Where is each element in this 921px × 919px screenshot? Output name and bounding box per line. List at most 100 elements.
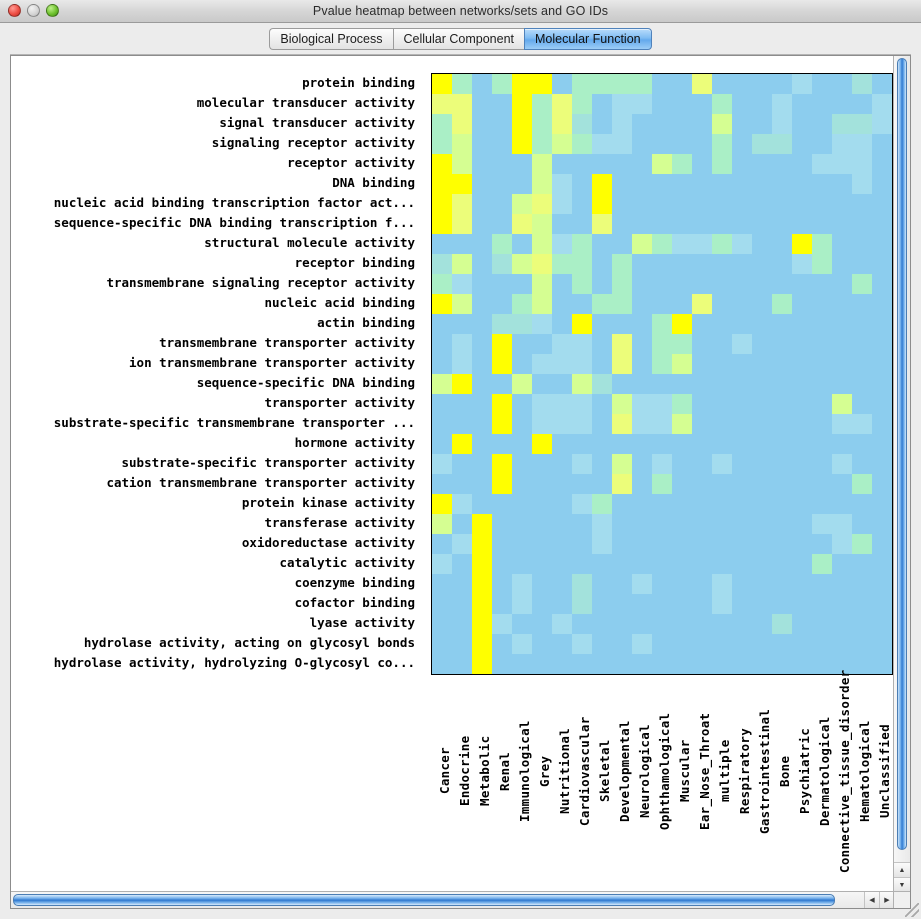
heatmap-cell[interactable] — [812, 414, 832, 434]
heatmap-cell[interactable] — [672, 114, 692, 134]
heatmap-cell[interactable] — [452, 494, 472, 514]
heatmap-cell[interactable] — [872, 594, 892, 614]
heatmap-cell[interactable] — [512, 134, 532, 154]
heatmap-cell[interactable] — [652, 614, 672, 634]
heatmap-cell[interactable] — [812, 514, 832, 534]
heatmap-cell[interactable] — [712, 154, 732, 174]
heatmap-cell[interactable] — [852, 574, 872, 594]
heatmap-cell[interactable] — [532, 234, 552, 254]
heatmap-cell[interactable] — [732, 634, 752, 654]
heatmap-cell[interactable] — [852, 434, 872, 454]
heatmap-cell[interactable] — [512, 214, 532, 234]
heatmap-cell[interactable] — [512, 174, 532, 194]
heatmap-cell[interactable] — [552, 554, 572, 574]
heatmap-cell[interactable] — [432, 374, 452, 394]
heatmap-cell[interactable] — [472, 354, 492, 374]
heatmap-cell[interactable] — [472, 214, 492, 234]
heatmap-cell[interactable] — [852, 214, 872, 234]
heatmap-cell[interactable] — [672, 154, 692, 174]
heatmap-cell[interactable] — [672, 254, 692, 274]
heatmap-cell[interactable] — [572, 374, 592, 394]
heatmap-cell[interactable] — [592, 174, 612, 194]
heatmap-cell[interactable] — [812, 394, 832, 414]
heatmap-cell[interactable] — [692, 654, 712, 674]
heatmap-cell[interactable] — [852, 354, 872, 374]
heatmap-cell[interactable] — [712, 614, 732, 634]
heatmap-cell[interactable] — [712, 554, 732, 574]
heatmap-cell[interactable] — [712, 654, 732, 674]
heatmap-cell[interactable] — [832, 274, 852, 294]
heatmap-cell[interactable] — [432, 194, 452, 214]
heatmap-cell[interactable] — [492, 654, 512, 674]
heatmap-cell[interactable] — [832, 574, 852, 594]
heatmap-cell[interactable] — [612, 334, 632, 354]
heatmap-cell[interactable] — [812, 234, 832, 254]
heatmap-cell[interactable] — [832, 314, 852, 334]
heatmap-cell[interactable] — [572, 254, 592, 274]
heatmap-cell[interactable] — [672, 454, 692, 474]
heatmap-cell[interactable] — [472, 334, 492, 354]
heatmap-cell[interactable] — [452, 254, 472, 274]
heatmap-cell[interactable] — [852, 74, 872, 94]
heatmap-cell[interactable] — [712, 514, 732, 534]
heatmap-cell[interactable] — [452, 154, 472, 174]
heatmap-cell[interactable] — [752, 534, 772, 554]
heatmap-cell[interactable] — [792, 434, 812, 454]
heatmap-cell[interactable] — [712, 574, 732, 594]
heatmap-cell[interactable] — [672, 194, 692, 214]
heatmap-cell[interactable] — [672, 614, 692, 634]
heatmap-cell[interactable] — [472, 454, 492, 474]
heatmap-cell[interactable] — [492, 134, 512, 154]
heatmap-cell[interactable] — [712, 134, 732, 154]
heatmap-cell[interactable] — [512, 394, 532, 414]
heatmap-cell[interactable] — [572, 474, 592, 494]
heatmap-cell[interactable] — [852, 494, 872, 514]
heatmap-cell[interactable] — [452, 554, 472, 574]
heatmap-cell[interactable] — [612, 354, 632, 374]
heatmap-cell[interactable] — [612, 294, 632, 314]
heatmap-cell[interactable] — [552, 454, 572, 474]
heatmap-cell[interactable] — [652, 274, 672, 294]
heatmap-cell[interactable] — [632, 634, 652, 654]
heatmap-cell[interactable] — [632, 314, 652, 334]
heatmap-cell[interactable] — [652, 334, 672, 354]
heatmap-cell[interactable] — [652, 414, 672, 434]
heatmap-cell[interactable] — [472, 294, 492, 314]
heatmap-cell[interactable] — [792, 394, 812, 414]
heatmap-cell[interactable] — [552, 414, 572, 434]
heatmap-cell[interactable] — [552, 214, 572, 234]
heatmap-cell[interactable] — [672, 214, 692, 234]
heatmap-cell[interactable] — [612, 134, 632, 154]
vertical-scrollbar[interactable]: ▲ ▼ — [893, 56, 910, 892]
heatmap-cell[interactable] — [752, 614, 772, 634]
heatmap-cell[interactable] — [632, 394, 652, 414]
heatmap-cell[interactable] — [852, 94, 872, 114]
heatmap-cell[interactable] — [712, 534, 732, 554]
heatmap-cell[interactable] — [472, 634, 492, 654]
heatmap-cell[interactable] — [532, 554, 552, 574]
heatmap-cell[interactable] — [652, 194, 672, 214]
heatmap-cell[interactable] — [692, 614, 712, 634]
heatmap-cell[interactable] — [732, 94, 752, 114]
heatmap-cell[interactable] — [852, 234, 872, 254]
heatmap-cell[interactable] — [832, 594, 852, 614]
heatmap-cell[interactable] — [772, 154, 792, 174]
heatmap-cell[interactable] — [452, 594, 472, 614]
heatmap-cell[interactable] — [452, 114, 472, 134]
heatmap-cell[interactable] — [672, 234, 692, 254]
heatmap-cell[interactable] — [792, 454, 812, 474]
heatmap-cell[interactable] — [432, 74, 452, 94]
heatmap-cell[interactable] — [852, 194, 872, 214]
heatmap-cell[interactable] — [432, 454, 452, 474]
heatmap-cell[interactable] — [632, 574, 652, 594]
heatmap-cell[interactable] — [652, 234, 672, 254]
heatmap-cell[interactable] — [492, 154, 512, 174]
heatmap-cell[interactable] — [512, 494, 532, 514]
heatmap-cell[interactable] — [452, 534, 472, 554]
heatmap-cell[interactable] — [812, 94, 832, 114]
heatmap-cell[interactable] — [472, 374, 492, 394]
heatmap-cell[interactable] — [552, 654, 572, 674]
heatmap-cell[interactable] — [792, 634, 812, 654]
heatmap-cell[interactable] — [572, 94, 592, 114]
heatmap-cell[interactable] — [672, 394, 692, 414]
